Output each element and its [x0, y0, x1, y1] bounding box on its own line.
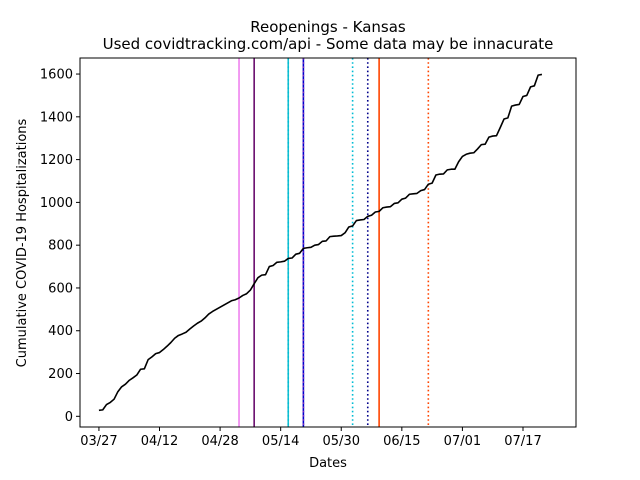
chart-title: Reopenings - Kansas [250, 18, 406, 36]
plot-area-frame [79, 57, 577, 428]
x-axis: 03/27 04/12 04/28 05/14 05/30 06/15 07/01 07/17 [80, 427, 542, 449]
y-axis-label: Cumulative COVID-19 Hospitalizations [15, 118, 30, 367]
x-tick-label: 07/17 [504, 434, 541, 449]
series-line-1 [98, 73, 543, 412]
x-tick-label: 03/27 [80, 434, 117, 449]
x-tick-label: 05/30 [323, 434, 360, 449]
x-tick-label: 07/01 [444, 434, 481, 449]
y-tick-label: 600 [48, 281, 73, 296]
y-tick-label: 400 [48, 324, 73, 339]
y-tick-label: 1400 [40, 110, 73, 125]
reopening-lines [238, 58, 430, 427]
series-group [98, 73, 543, 412]
x-tick-label: 04/12 [141, 434, 178, 449]
y-axis: 0 200 400 600 800 1000 1200 1400 1600 [40, 68, 80, 425]
y-tick-label: 1600 [40, 68, 73, 83]
y-tick-label: 200 [48, 367, 73, 382]
x-tick-label: 06/15 [383, 434, 420, 449]
y-tick-label: 1000 [40, 196, 73, 211]
x-tick-label: 05/14 [262, 434, 299, 449]
y-tick-label: 0 [65, 410, 73, 425]
y-tick-label: 800 [48, 239, 73, 254]
y-tick-label: 1200 [40, 153, 73, 168]
chart-subtitle: Used covidtracking.com/api - Some data m… [103, 35, 554, 53]
x-axis-label: Dates [309, 456, 347, 471]
x-tick-label: 04/28 [201, 434, 238, 449]
